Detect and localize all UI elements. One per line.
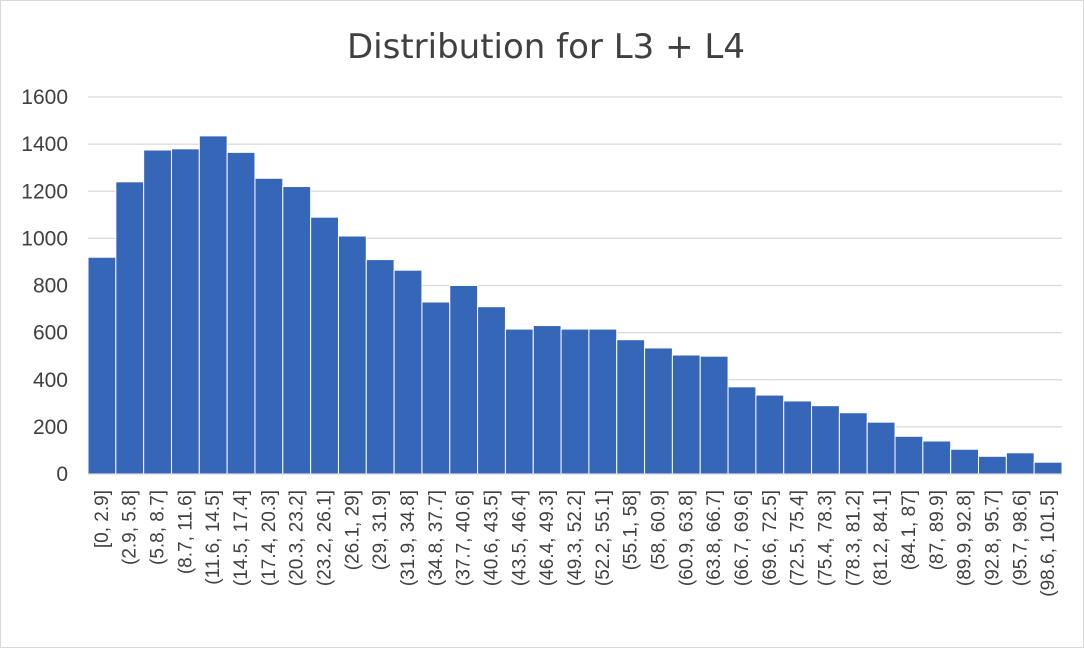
x-category-label: (49.3, 52.2]	[565, 490, 586, 586]
x-category-label: (34.8, 37.7]	[426, 490, 447, 586]
histogram-bar	[1033, 461, 1063, 475]
x-category-label: (78.3, 81.2]	[843, 490, 864, 586]
x-category-label: (40.6, 43.5]	[482, 490, 503, 586]
histogram-bar	[644, 347, 673, 475]
x-category-label: (2.9, 5.8]	[120, 490, 141, 565]
histogram-bar	[922, 440, 952, 475]
chart-title: Distribution for L3 + L4	[347, 27, 745, 67]
x-category-label: (5.8, 8.7]	[148, 490, 169, 565]
x-category-label: (92.8, 95.7]	[982, 490, 1003, 586]
histogram-bar	[198, 135, 228, 475]
x-category-label: (58, 60.9]	[648, 490, 669, 570]
histogram-bar	[170, 148, 200, 475]
x-category-label: (89.9, 92.8]	[955, 490, 976, 586]
y-tick-label: 1000	[21, 227, 68, 250]
histogram-bar	[504, 328, 534, 475]
x-category-label: (81.2, 84.1]	[871, 490, 892, 586]
histogram-bar	[282, 186, 312, 475]
y-tick-label: 1400	[21, 133, 68, 156]
histogram-bar	[978, 455, 1007, 475]
x-category-label: (87, 89.9]	[927, 490, 948, 570]
histogram-bar	[393, 269, 423, 475]
histogram-bar	[87, 256, 117, 475]
x-category-label: (17.4, 20.3]	[259, 490, 280, 586]
y-tick-label: 400	[33, 369, 68, 392]
y-tick-label: 0	[56, 463, 68, 486]
y-axis-tick-labels: 0 200 400 600 800 1000 1200 1400 1600	[21, 86, 68, 486]
x-category-label: (20.3, 23.2]	[287, 490, 308, 586]
histogram-bar	[783, 400, 813, 475]
x-category-label: (66.7, 69.6]	[732, 490, 753, 586]
histogram-bar	[310, 216, 339, 475]
histogram-bar	[699, 355, 729, 475]
histogram-bar	[755, 394, 785, 475]
histogram-bar	[588, 328, 618, 475]
histogram-bar	[143, 149, 172, 475]
x-category-label: (26.1, 29]	[342, 490, 363, 570]
x-category-label: (69.6, 72.5]	[760, 490, 781, 586]
x-category-label: (43.5, 46.4]	[509, 490, 530, 586]
x-category-label: (46.4, 49.3]	[537, 490, 558, 586]
x-category-label: [0, 2.9]	[92, 490, 113, 548]
y-tick-label: 1200	[21, 180, 68, 203]
x-category-label: (11.6, 14.5]	[203, 490, 224, 585]
x-category-label: (31.9, 34.8]	[398, 490, 419, 586]
histogram-bar	[1005, 452, 1035, 475]
histogram-bar	[365, 259, 395, 475]
histogram-bar	[449, 285, 479, 475]
histogram-bar	[115, 181, 145, 475]
x-category-label: (52.2, 55.1]	[593, 490, 614, 586]
x-category-label: (72.5, 75.4]	[788, 490, 809, 586]
y-tick-label: 600	[33, 322, 68, 345]
histogram-bar	[254, 177, 284, 475]
x-category-label: (8.7, 11.6]	[175, 490, 196, 574]
histogram-bar	[866, 421, 896, 475]
histogram-bar	[616, 339, 646, 475]
x-category-label: (55.1, 58]	[621, 490, 642, 570]
x-category-label: (63.8, 66.7]	[704, 490, 725, 586]
x-axis-category-labels: [0, 2.9] (2.9, 5.8] (5.8, 8.7] (8.7, 11.6] (…	[92, 490, 1059, 597]
histogram-bar	[226, 151, 256, 475]
histogram-bar	[337, 235, 367, 475]
y-tick-label: 1600	[21, 86, 68, 109]
bars	[87, 135, 1063, 475]
y-tick-label: 200	[33, 416, 68, 439]
x-category-label: (75.4, 78.3]	[815, 490, 836, 586]
histogram-bar	[838, 412, 868, 475]
histogram-bar	[532, 325, 562, 475]
x-category-label: (95.7, 98.6]	[1010, 490, 1031, 586]
histogram-bar	[811, 405, 840, 475]
x-category-label: (23.2, 26.1]	[315, 490, 336, 586]
x-category-label: (84.1, 87]	[899, 490, 920, 570]
histogram-bar	[727, 386, 757, 475]
x-category-label: (37.7, 40.6]	[454, 490, 475, 586]
histogram-bar	[421, 301, 451, 475]
x-category-label: (98.6, 101.5]	[1038, 490, 1059, 597]
histogram-bar	[894, 435, 924, 475]
histogram-bar	[477, 306, 506, 475]
y-tick-label: 800	[33, 275, 68, 298]
x-category-label: (60.9, 63.8]	[676, 490, 697, 586]
x-category-label: (14.5, 17.4]	[231, 490, 252, 586]
histogram-bar	[671, 354, 701, 475]
histogram-bar	[560, 328, 590, 475]
x-category-label: (29, 31.9]	[370, 490, 391, 570]
histogram-bar	[950, 448, 980, 475]
